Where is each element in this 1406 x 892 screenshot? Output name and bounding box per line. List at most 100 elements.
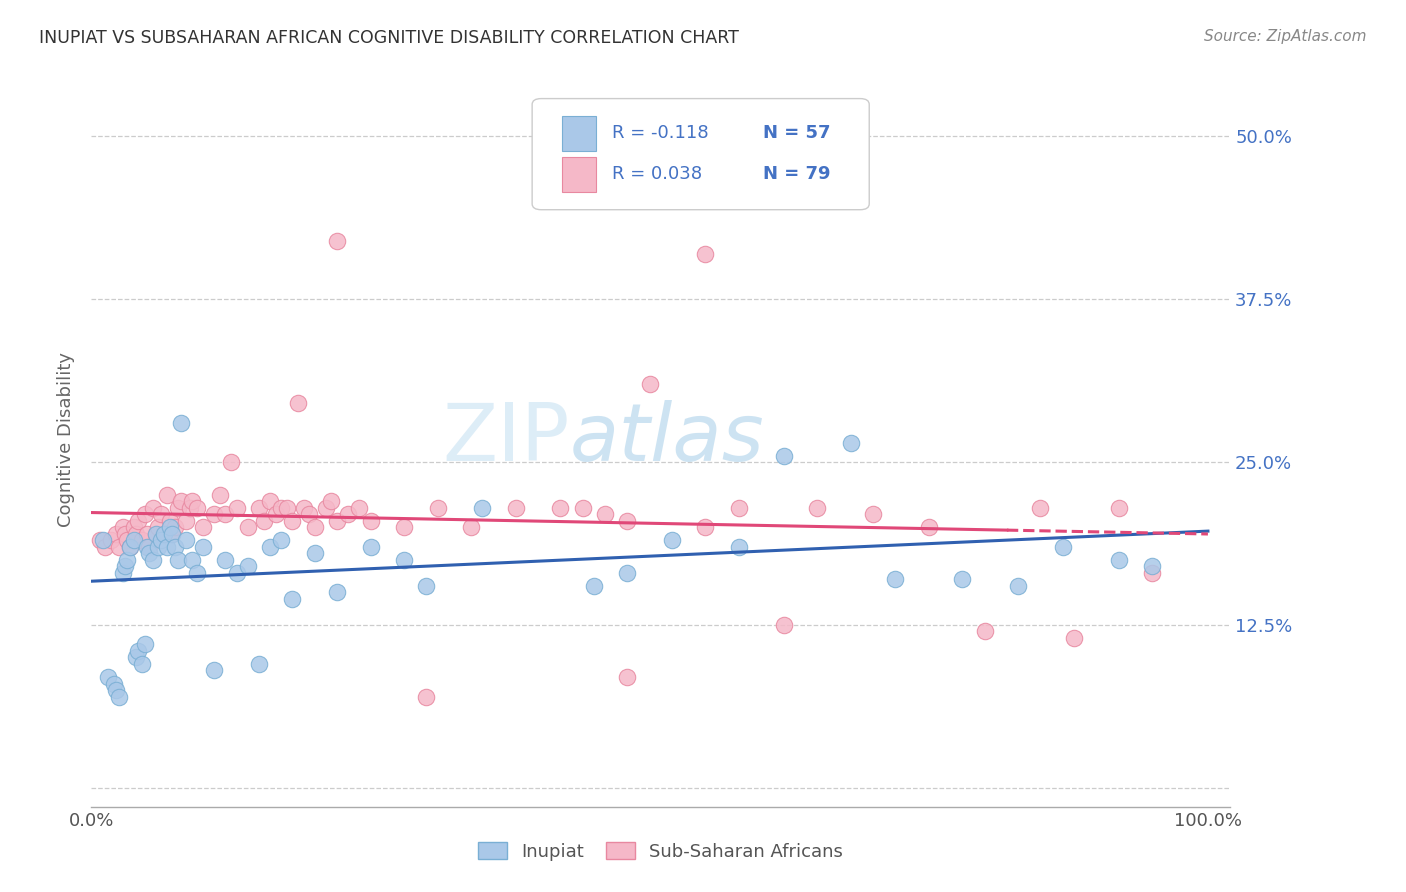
Point bbox=[91, 533, 114, 548]
Point bbox=[326, 585, 349, 599]
Point bbox=[174, 533, 197, 548]
Point bbox=[918, 520, 941, 534]
Point bbox=[120, 540, 142, 554]
Point bbox=[138, 546, 160, 560]
Point bbox=[259, 494, 281, 508]
Text: atlas: atlas bbox=[569, 401, 765, 478]
Point bbox=[180, 553, 202, 567]
Point bbox=[225, 500, 247, 515]
Point bbox=[138, 540, 160, 554]
Point bbox=[148, 540, 170, 554]
Point bbox=[638, 376, 661, 391]
Point bbox=[415, 579, 437, 593]
Point bbox=[214, 553, 236, 567]
Point bbox=[167, 500, 190, 515]
Point bbox=[236, 520, 259, 534]
Point bbox=[145, 526, 167, 541]
Point bbox=[571, 500, 593, 515]
Point bbox=[186, 500, 208, 515]
Point bbox=[111, 566, 134, 580]
Point bbox=[772, 618, 794, 632]
Point bbox=[315, 500, 337, 515]
Point bbox=[772, 449, 794, 463]
Point bbox=[616, 566, 638, 580]
Point bbox=[202, 507, 225, 521]
Point bbox=[287, 396, 309, 410]
Point bbox=[471, 500, 494, 515]
Point bbox=[149, 533, 172, 548]
Point bbox=[582, 579, 605, 593]
Text: N = 57: N = 57 bbox=[763, 124, 831, 142]
Point bbox=[122, 533, 145, 548]
Point bbox=[149, 507, 172, 521]
Point bbox=[153, 526, 176, 541]
Text: R = -0.118: R = -0.118 bbox=[612, 124, 709, 142]
Point bbox=[145, 526, 167, 541]
Point bbox=[326, 234, 349, 248]
Point bbox=[360, 540, 382, 554]
Point bbox=[156, 540, 179, 554]
Point bbox=[131, 533, 153, 548]
Point bbox=[120, 540, 142, 554]
Point bbox=[108, 690, 131, 704]
Point bbox=[142, 500, 165, 515]
Point bbox=[122, 520, 145, 534]
Point bbox=[236, 559, 259, 574]
Point bbox=[160, 526, 183, 541]
Point bbox=[186, 566, 208, 580]
Point bbox=[191, 520, 214, 534]
Point bbox=[104, 683, 127, 698]
Text: N = 79: N = 79 bbox=[763, 165, 831, 184]
Point bbox=[134, 507, 156, 521]
Point bbox=[1108, 500, 1130, 515]
Point bbox=[392, 553, 415, 567]
Point bbox=[298, 507, 321, 521]
Point bbox=[950, 572, 973, 586]
Point bbox=[159, 520, 181, 534]
Point bbox=[225, 566, 247, 580]
Point bbox=[392, 520, 415, 534]
Point bbox=[360, 514, 382, 528]
Point bbox=[550, 500, 572, 515]
Point bbox=[270, 533, 292, 548]
Point bbox=[202, 664, 225, 678]
Point bbox=[415, 690, 437, 704]
Point bbox=[728, 500, 751, 515]
Point bbox=[115, 533, 138, 548]
Point bbox=[142, 553, 165, 567]
Point bbox=[247, 657, 270, 671]
Point bbox=[839, 435, 862, 450]
Point bbox=[616, 670, 638, 684]
Point bbox=[253, 514, 276, 528]
Point bbox=[167, 553, 190, 567]
Point bbox=[505, 500, 527, 515]
Point bbox=[695, 520, 717, 534]
Point bbox=[180, 494, 202, 508]
Point bbox=[973, 624, 995, 639]
Point bbox=[1029, 500, 1052, 515]
Point bbox=[127, 514, 149, 528]
Point bbox=[661, 533, 683, 548]
Point bbox=[862, 507, 884, 521]
Point bbox=[616, 514, 638, 528]
Point bbox=[153, 526, 176, 541]
Point bbox=[214, 507, 236, 521]
Point bbox=[304, 546, 326, 560]
Point bbox=[191, 540, 214, 554]
Point bbox=[103, 676, 125, 690]
Point bbox=[165, 520, 187, 534]
Point bbox=[426, 500, 449, 515]
Point bbox=[460, 520, 482, 534]
Point bbox=[97, 670, 120, 684]
Text: ZIP: ZIP bbox=[443, 401, 569, 478]
Point bbox=[136, 526, 159, 541]
Point bbox=[349, 500, 371, 515]
Point bbox=[1108, 553, 1130, 567]
Point bbox=[695, 246, 717, 260]
Point bbox=[136, 540, 159, 554]
Point bbox=[111, 520, 134, 534]
Point bbox=[127, 644, 149, 658]
Point bbox=[156, 488, 179, 502]
Point bbox=[337, 507, 360, 521]
Point bbox=[304, 520, 326, 534]
